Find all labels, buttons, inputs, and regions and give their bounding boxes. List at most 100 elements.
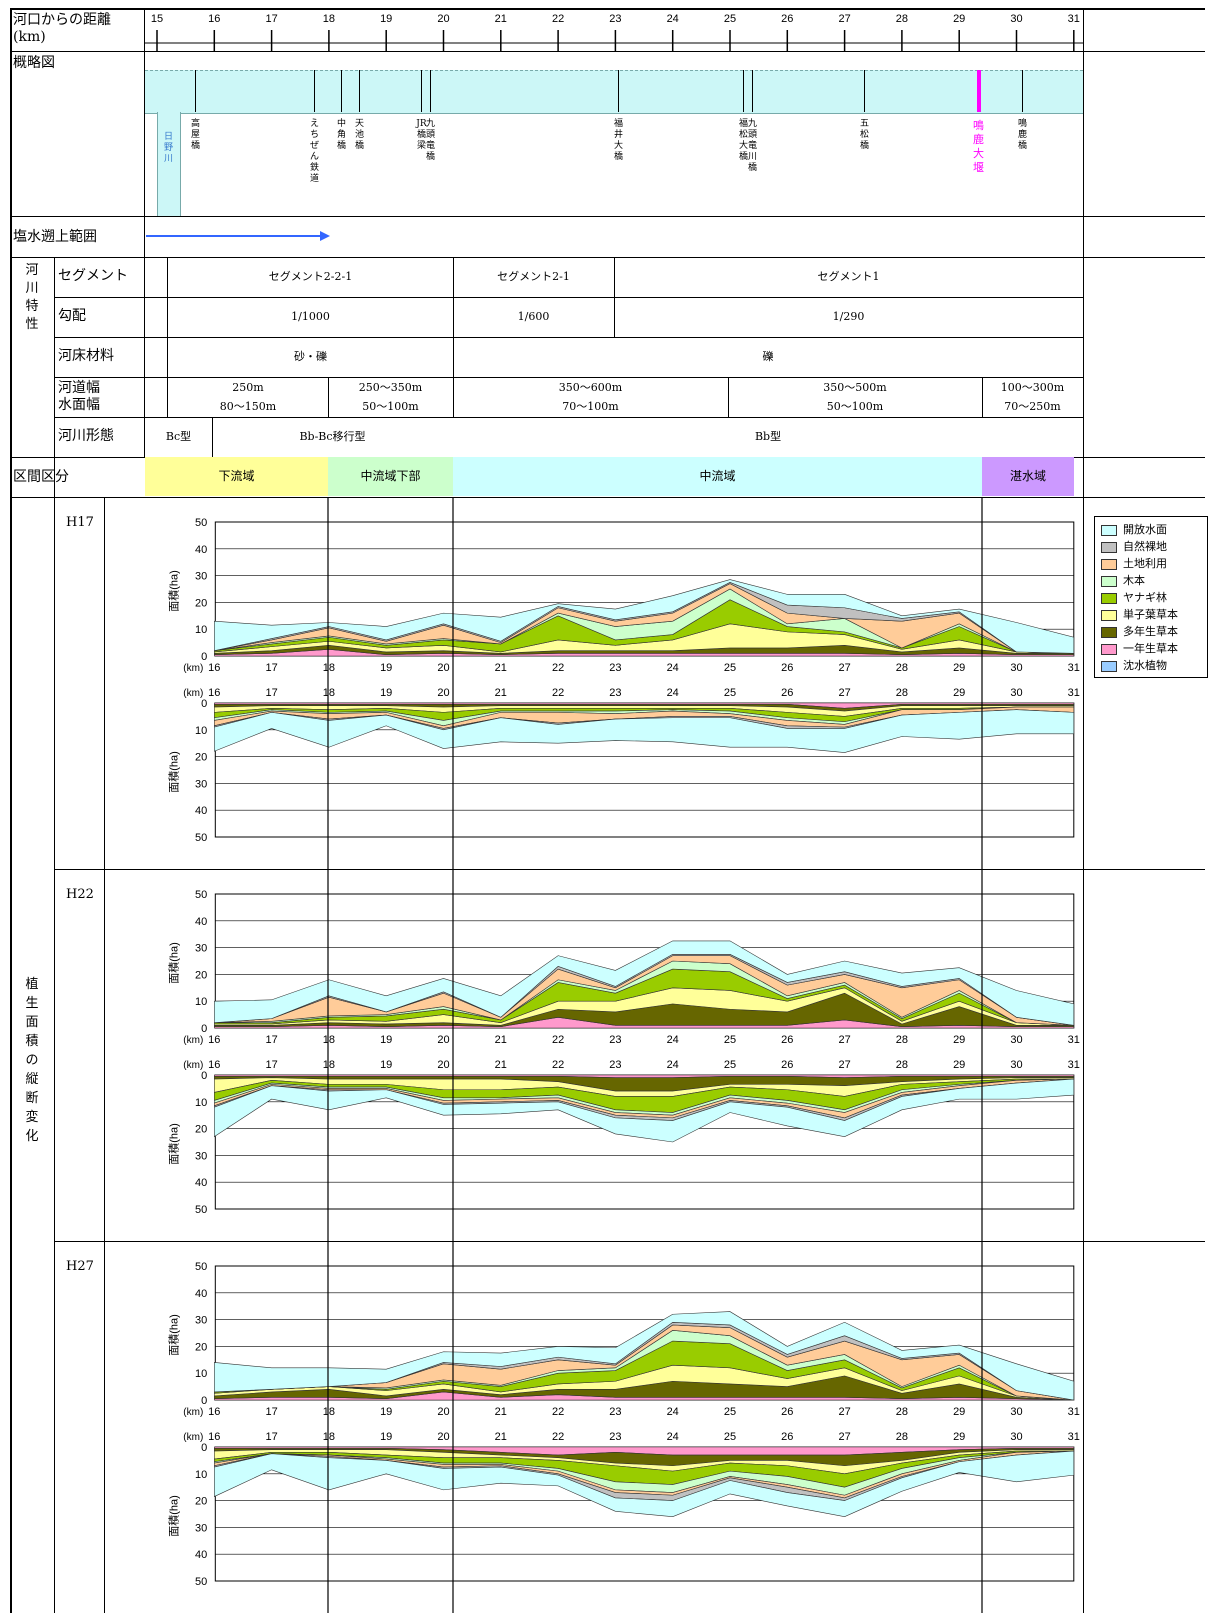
channel-width-value: 250m bbox=[232, 381, 264, 394]
legend-swatch bbox=[1101, 542, 1117, 553]
x-tick-label: 31 bbox=[1068, 1406, 1080, 1418]
frame-line bbox=[453, 377, 454, 417]
x-tick-label: 29 bbox=[953, 1059, 965, 1071]
frame-line bbox=[453, 257, 454, 377]
frame-line bbox=[982, 377, 983, 417]
bridge-line bbox=[359, 70, 360, 112]
legend-swatch bbox=[1101, 644, 1117, 655]
x-tick-label: 28 bbox=[896, 1059, 908, 1071]
channel-width-value: 350～600m bbox=[558, 381, 623, 394]
salt-label: 塩水遡上範囲 bbox=[13, 229, 97, 245]
x-tick-label: 24 bbox=[667, 662, 679, 674]
slope-label: 勾配 bbox=[58, 308, 86, 324]
y-tick-label: 10 bbox=[195, 996, 207, 1008]
x-tick-label: 20 bbox=[437, 687, 449, 699]
bridge-line bbox=[421, 70, 422, 112]
frame-line bbox=[212, 417, 213, 457]
segment-value: セグメント1 bbox=[817, 270, 880, 283]
frame-line bbox=[54, 297, 1083, 298]
y-tick-label: 0 bbox=[201, 1395, 207, 1407]
x-tick-label: 24 bbox=[667, 1059, 679, 1071]
bed-value: 砂・礫 bbox=[294, 350, 327, 363]
x-tick-label: 20 bbox=[437, 1431, 449, 1443]
x-tick-label: 24 bbox=[667, 1431, 679, 1443]
x-tick-label: 17 bbox=[265, 1034, 277, 1046]
distance-tick-label: 22 bbox=[551, 13, 565, 25]
y-tick-label: 40 bbox=[195, 1177, 207, 1189]
water-width-label: 水面幅 bbox=[58, 397, 100, 413]
form-value: Bb型 bbox=[754, 430, 782, 443]
year-label-h22: H22 bbox=[66, 887, 94, 902]
segment-value: セグメント2-1 bbox=[497, 270, 570, 283]
y-tick-label: 20 bbox=[195, 969, 207, 981]
x-tick-label: 31 bbox=[1068, 1431, 1080, 1443]
bridge-label: 鳴鹿橋 bbox=[1017, 119, 1027, 151]
legend-swatch bbox=[1101, 559, 1117, 570]
x-tick-label: 22 bbox=[552, 1406, 564, 1418]
frame-line bbox=[10, 497, 1205, 498]
zone-label: 区間区分 bbox=[13, 469, 69, 485]
y-tick-label: 10 bbox=[195, 1097, 207, 1109]
x-tick-label: 18 bbox=[323, 687, 335, 699]
x-tick-label: 21 bbox=[495, 1431, 507, 1443]
y-axis-label: 面積(ha) bbox=[166, 1495, 180, 1537]
distance-tick-label: 19 bbox=[380, 13, 393, 25]
legend-label: 沈水植物 bbox=[1123, 659, 1167, 672]
x-tick-label: 31 bbox=[1068, 1034, 1080, 1046]
legend-label: 土地利用 bbox=[1123, 557, 1167, 570]
x-tick-label: 31 bbox=[1068, 662, 1080, 674]
x-tick-label: 27 bbox=[838, 1406, 850, 1418]
slope-value: 1/1000 bbox=[291, 310, 330, 323]
frame-line bbox=[54, 417, 1083, 418]
x-tick-label: 25 bbox=[724, 1406, 736, 1418]
x-tick-label: 21 bbox=[495, 662, 507, 674]
frame-line bbox=[10, 257, 1205, 258]
x-axis-unit: (km) bbox=[183, 1035, 203, 1046]
legend-label: 単子葉草本 bbox=[1123, 608, 1178, 621]
distance-tick-label: 25 bbox=[723, 13, 737, 25]
form-value: Bc型 bbox=[165, 430, 192, 443]
distance-tick-label: 26 bbox=[781, 13, 794, 25]
legend-label: 多年生草本 bbox=[1123, 625, 1178, 638]
x-axis-unit: (km) bbox=[183, 1407, 203, 1418]
frame-line bbox=[104, 497, 105, 1613]
y-tick-label: 20 bbox=[195, 1496, 207, 1508]
bridge-line bbox=[341, 70, 342, 112]
bridge-label: 九頭竜橋 bbox=[425, 119, 435, 162]
y-axis-label: 面積(ha) bbox=[166, 751, 180, 793]
legend-swatch bbox=[1101, 576, 1117, 587]
y-axis-label: 面積(ha) bbox=[166, 1123, 180, 1165]
area-開放水面 bbox=[214, 940, 1075, 1026]
y-tick-label: 50 bbox=[195, 517, 207, 529]
x-tick-label: 30 bbox=[1010, 1034, 1022, 1046]
x-tick-label: 22 bbox=[552, 662, 564, 674]
form-label: 河川形態 bbox=[58, 428, 114, 444]
x-tick-label: 23 bbox=[609, 662, 621, 674]
y-tick-label: 50 bbox=[195, 889, 207, 901]
form-value: Bb-Bc移行型 bbox=[299, 430, 366, 443]
y-tick-label: 20 bbox=[195, 1341, 207, 1353]
x-tick-label: 18 bbox=[323, 1034, 335, 1046]
distance-tick-label: 15 bbox=[150, 13, 164, 25]
x-tick-label: 27 bbox=[838, 687, 850, 699]
x-tick-label: 16 bbox=[208, 1034, 220, 1046]
frame-line bbox=[1083, 8, 1084, 1613]
x-tick-label: 25 bbox=[724, 1431, 736, 1443]
y-tick-label: 20 bbox=[195, 597, 207, 609]
frame-line bbox=[54, 1241, 1205, 1242]
x-tick-label: 20 bbox=[437, 662, 449, 674]
x-tick-label: 18 bbox=[323, 1431, 335, 1443]
y-axis-label: 面積(ha) bbox=[166, 942, 180, 984]
legend-label: 開放水面 bbox=[1123, 523, 1167, 536]
x-tick-label: 26 bbox=[781, 687, 793, 699]
bridge-label: 福井大橋 bbox=[613, 119, 623, 162]
x-tick-label: 16 bbox=[208, 687, 220, 699]
bed-value: 礫 bbox=[762, 350, 774, 363]
y-tick-label: 10 bbox=[195, 725, 207, 737]
x-tick-label: 22 bbox=[552, 1034, 564, 1046]
y-tick-label: 50 bbox=[195, 1204, 207, 1216]
y-axis-label: 面積(ha) bbox=[166, 1314, 180, 1356]
x-tick-label: 30 bbox=[1010, 1406, 1022, 1418]
x-axis-unit: (km) bbox=[183, 688, 203, 699]
legend-swatch bbox=[1101, 627, 1117, 638]
